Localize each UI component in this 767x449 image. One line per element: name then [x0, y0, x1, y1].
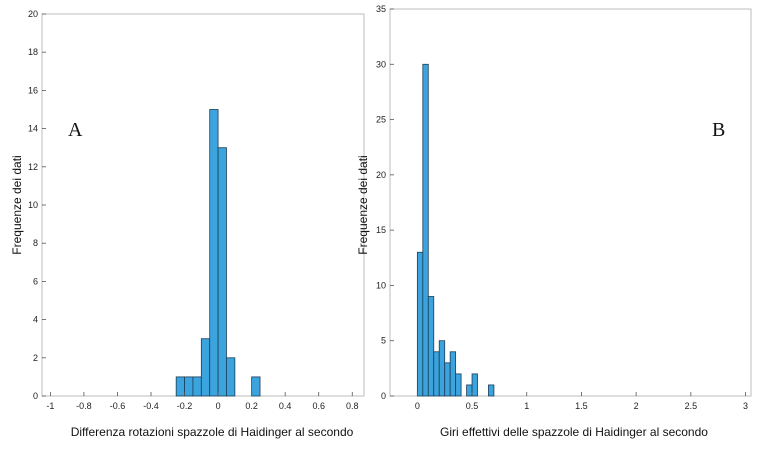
- panel-a-x-axis-label: Differenza rotazioni spazzole di Haiding…: [71, 425, 354, 439]
- histogram-panel-a: -1 -0.8 -0.6 -0.4 -0.2 0 0.2 0.4 0.6 0.8 0 2 4 6 8 10 1…: [10, 9, 365, 439]
- panel-a-x-tick-label: -0.6: [110, 401, 126, 411]
- panel-b-y-tick-label: 35: [376, 4, 386, 14]
- panel-a-y-tick-label: 16: [28, 85, 38, 95]
- panel-b-bar: [422, 63, 429, 397]
- panel-a-y-tick-label: 12: [28, 162, 38, 172]
- panel-b-bar: [449, 351, 457, 397]
- panel-b-y-tick-label: 25: [376, 115, 386, 125]
- panel-a-y-tick-label: 4: [33, 315, 38, 325]
- panel-a-bar: [226, 357, 236, 397]
- panel-b-y-tick-label: 20: [376, 170, 386, 180]
- panel-b-x-tick-label: 2: [634, 401, 639, 411]
- panel-b-x-tick-label: 2.5: [685, 401, 698, 411]
- panel-a-x-tick-label: 0.2: [245, 401, 258, 411]
- panel-a-y-tick-label: 10: [28, 200, 38, 210]
- panel-b-x-tick-label: 0: [415, 401, 420, 411]
- panel-b-axes-box: [389, 8, 752, 397]
- panel-b-y-tick-label: 30: [376, 59, 386, 69]
- panel-a-y-axis-label: Frequenze dei dati: [10, 155, 24, 254]
- panel-a-bar: [217, 147, 227, 397]
- panel-b-bar: [466, 384, 473, 397]
- panel-a-axes-box: [41, 13, 365, 397]
- panel-b-bar: [427, 296, 435, 397]
- panel-b-label: B: [712, 119, 725, 141]
- panel-a-x-tick-label: 0.8: [346, 401, 359, 411]
- panel-b-y-tick-label: 5: [381, 336, 386, 346]
- panel-a-y-tick-label: 0: [33, 391, 38, 401]
- panel-a-y-tick-label: 6: [33, 276, 38, 286]
- panel-a-x-tick-label: -0.2: [177, 401, 193, 411]
- panel-a-x-tick-label: -0.8: [76, 401, 92, 411]
- panel-a-y-tick-label: 14: [28, 124, 38, 134]
- panel-a-bar: [184, 376, 194, 397]
- panel-b-bar: [438, 340, 446, 397]
- panel-b-bar: [488, 384, 495, 397]
- panel-b-x-tick-label: 0.5: [466, 401, 479, 411]
- panel-b-bars: [416, 63, 495, 397]
- panel-b-bar: [433, 351, 440, 397]
- panel-b-x-ticks: 0 0.5 1 1.5 2 2.5 3: [415, 392, 748, 411]
- panel-b-x-axis-label: Giri effettivi delle spazzole di Haiding…: [440, 425, 708, 439]
- panel-b-x-tick-label: 1.5: [575, 401, 588, 411]
- panel-b-y-tick-label: 10: [376, 280, 386, 290]
- panel-a-x-tick-label: -1: [46, 401, 54, 411]
- panel-a-x-tick-label: -0.4: [143, 401, 159, 411]
- panel-b-y-axis-label: Frequenze dei dati: [356, 155, 370, 254]
- panel-a-bar: [251, 376, 261, 397]
- panel-b-y-tick-label: 0: [381, 391, 386, 401]
- panel-a-y-ticks: 0 2 4 6 8 10 12 14 16 18 20: [28, 9, 46, 401]
- panel-a-bar: [175, 376, 185, 397]
- panel-a-y-tick-label: 18: [28, 47, 38, 57]
- panel-a-x-ticks: -1 -0.8 -0.6 -0.4 -0.2 0 0.2 0.4 0.6 0.8: [46, 392, 359, 411]
- panel-a-x-tick-label: 0.4: [279, 401, 292, 411]
- panel-a-label: A: [68, 119, 83, 141]
- panel-a-bar: [200, 338, 211, 397]
- panel-a-y-tick-label: 8: [33, 238, 38, 248]
- panel-a-x-tick-label: 0: [216, 401, 221, 411]
- panel-a-y-tick-label: 20: [28, 9, 38, 19]
- panel-a-x-tick-label: 0.6: [312, 401, 325, 411]
- panel-a-y-tick-label: 2: [33, 353, 38, 363]
- histogram-panel-b: 0 0.5 1 1.5 2 2.5 3 0 5 10 15 20 25 30 35 B Giri effe…: [356, 4, 752, 439]
- panel-b-bar: [471, 373, 478, 397]
- panel-b-x-tick-label: 1: [524, 401, 529, 411]
- panel-b-bar: [455, 373, 462, 397]
- panel-a-bar: [209, 109, 219, 397]
- panel-a-bars: [175, 109, 261, 397]
- panel-b-bar: [444, 362, 451, 397]
- panel-a-bar: [192, 376, 202, 397]
- panel-b-bar: [416, 251, 424, 397]
- panel-b-x-tick-label: 3: [743, 401, 748, 411]
- panel-b-y-ticks: 0 5 10 15 20 25 30 35: [376, 4, 394, 401]
- panel-b-y-tick-label: 15: [376, 225, 386, 235]
